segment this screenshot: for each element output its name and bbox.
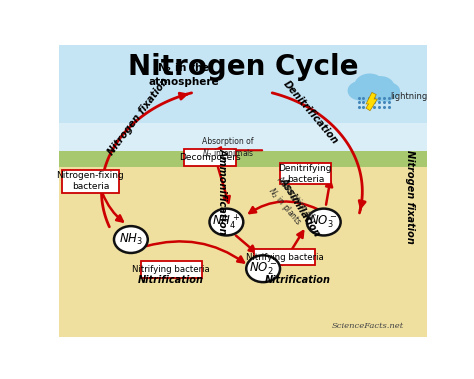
Text: Denitrifying
bacteria: Denitrifying bacteria [279, 164, 332, 183]
Text: $NH_4^+$: $NH_4^+$ [212, 213, 240, 232]
Bar [59, 150, 427, 167]
Circle shape [347, 81, 372, 100]
FancyBboxPatch shape [280, 163, 331, 185]
Text: Ammonification: Ammonification [218, 148, 228, 235]
Circle shape [114, 226, 148, 253]
Circle shape [376, 87, 395, 102]
Text: Nitrification: Nitrification [265, 276, 331, 285]
Text: Absorption of
$N_2$ in animals: Absorption of $N_2$ in animals [202, 136, 255, 160]
Bar [59, 35, 427, 123]
FancyBboxPatch shape [255, 249, 315, 265]
Text: $\mathbf{N_2}$ in the
atmosphere: $\mathbf{N_2}$ in the atmosphere [148, 61, 219, 87]
FancyBboxPatch shape [184, 149, 236, 166]
Text: Nitrifying bacteria: Nitrifying bacteria [132, 265, 210, 274]
Circle shape [378, 83, 400, 100]
Text: Nitrifying bacteria: Nitrifying bacteria [246, 252, 324, 262]
Bar [59, 167, 427, 337]
Text: Nitrogen-fixing
bacteria: Nitrogen-fixing bacteria [56, 171, 124, 191]
FancyBboxPatch shape [62, 170, 119, 193]
Text: $NO_2^-$: $NO_2^-$ [249, 260, 277, 277]
Circle shape [307, 208, 341, 235]
Text: Denitrification: Denitrification [282, 79, 340, 146]
Text: Decomposers: Decomposers [179, 153, 241, 162]
Text: Absorption of
$N_2$ in plants: Absorption of $N_2$ in plants [263, 176, 315, 230]
Bar [59, 60, 427, 167]
Circle shape [367, 87, 385, 102]
Circle shape [354, 74, 385, 98]
Bar [355, 90, 395, 96]
Text: Nitrogen fixation: Nitrogen fixation [106, 77, 171, 157]
Text: Nitrogen fixation: Nitrogen fixation [405, 150, 415, 244]
Text: ScienceFacts.net: ScienceFacts.net [332, 322, 404, 330]
Text: Nitrification: Nitrification [138, 276, 204, 285]
Text: $NO_3^-$: $NO_3^-$ [310, 214, 338, 230]
Circle shape [246, 255, 280, 282]
Text: lightning: lightning [390, 92, 427, 101]
Text: Assimilation: Assimilation [278, 176, 322, 239]
Text: Nitrogen Cycle: Nitrogen Cycle [128, 53, 358, 81]
FancyBboxPatch shape [141, 262, 201, 278]
Circle shape [367, 76, 395, 98]
Circle shape [210, 208, 243, 235]
Text: $NH_3$: $NH_3$ [119, 232, 143, 247]
Circle shape [356, 87, 374, 102]
